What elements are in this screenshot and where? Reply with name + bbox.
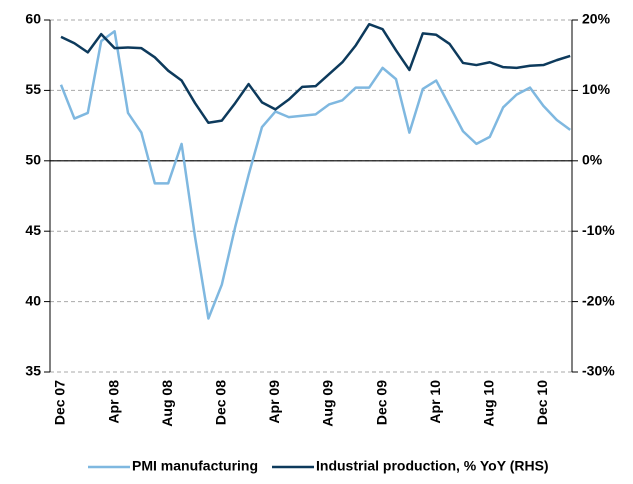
y-tick-label: 45	[25, 222, 41, 238]
y-tick-label: 35	[25, 363, 41, 379]
y-tick-label: 60	[25, 11, 41, 27]
y2-tick-label: 0%	[582, 152, 603, 168]
y2-tick-label: 20%	[582, 11, 611, 27]
y2-tick-label: -20%	[582, 292, 615, 308]
x-tick-label: Dec 09	[373, 380, 389, 425]
series-line	[60, 22, 571, 125]
y-tick-label: 55	[25, 81, 41, 97]
y2-tick-label: -30%	[582, 363, 615, 379]
x-tick-label: Dec 08	[213, 380, 229, 425]
x-tick-label: Aug 10	[481, 380, 497, 427]
legend-label: PMI manufacturing	[132, 458, 258, 474]
y-tick-label: 50	[25, 152, 41, 168]
y2-tick-label: 10%	[582, 81, 611, 97]
x-tick-label: Apr 10	[427, 380, 443, 424]
x-tick-label: Apr 09	[266, 380, 282, 424]
series-line	[59, 30, 571, 320]
x-tick-label: Aug 09	[320, 380, 336, 427]
legend-label: Industrial production, % YoY (RHS)	[316, 458, 549, 474]
x-tick-label: Apr 08	[105, 380, 121, 424]
x-tick-label: Dec 10	[534, 380, 550, 425]
y2-tick-label: -10%	[582, 222, 615, 238]
x-tick-label: Dec 07	[52, 380, 68, 425]
y-tick-label: 40	[25, 292, 41, 308]
x-tick-label: Aug 08	[159, 380, 175, 427]
